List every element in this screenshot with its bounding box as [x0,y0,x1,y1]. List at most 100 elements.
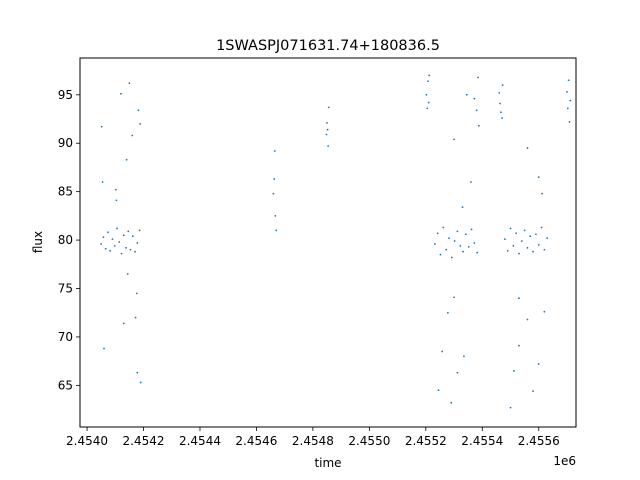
data-point [470,228,473,231]
y-tick-label: 65 [58,378,73,392]
data-point [139,381,142,384]
data-point [537,363,540,365]
data-point [477,76,479,79]
data-point [107,231,109,234]
data-point [122,322,125,325]
data-point [135,292,138,295]
data-point [428,74,431,77]
data-point [470,181,472,183]
data-point [477,124,480,127]
x-tick-label: 2.4552 [405,434,447,448]
data-point [526,318,529,321]
data-point [125,246,127,249]
data-point [128,82,131,85]
data-point [448,237,450,240]
y-tick-label: 85 [58,185,73,199]
data-point [509,227,512,230]
data-point [275,229,278,232]
data-point [273,178,276,180]
data-point [509,406,512,409]
data-point [327,106,330,109]
data-point [569,99,572,102]
data-point [499,102,501,105]
data-point [439,253,442,256]
data-point [526,246,529,249]
data-point [442,226,445,229]
data-point [501,84,504,87]
data-point [102,236,105,239]
data-point [109,249,112,252]
data-point [115,199,118,202]
data-point [104,247,107,250]
data-point [127,230,130,233]
data-point [326,121,328,124]
x-tick-label: 2.4542 [123,434,165,448]
data-point [120,252,123,255]
data-point [326,128,329,131]
data-point [467,245,470,248]
x-tick-label: 2.4556 [518,434,560,448]
data-point [450,256,453,259]
data-point [506,249,509,252]
data-point [463,355,465,358]
chart-title: 1SWASPJ071631.74+180836.5 [216,38,440,54]
data-point [523,229,526,232]
data-point [136,371,139,374]
data-point [272,192,275,195]
data-point [100,125,103,128]
x-axis-label: time [314,456,341,470]
data-point [427,101,430,104]
data-point [537,176,540,179]
data-point [543,310,546,313]
data-point [473,242,476,244]
data-point [526,147,529,149]
data-point [453,138,455,141]
data-point [465,233,467,236]
data-point [543,248,546,251]
data-point [137,109,140,112]
data-point [465,93,468,96]
y-tick-label: 95 [58,88,73,102]
data-point [500,111,502,114]
data-point [427,80,429,83]
data-point [567,79,570,82]
plot-frame [79,57,577,428]
data-point [111,238,114,241]
data-point [566,107,569,110]
data-point [445,248,448,251]
data-point [456,230,459,233]
data-point [541,192,544,195]
data-point [473,97,476,100]
data-point [134,316,137,319]
data-point [512,369,515,372]
data-point [529,235,532,238]
data-point [456,371,459,374]
y-tick-label: 70 [58,330,73,344]
x-tick-label: 2.4544 [179,434,221,448]
data-point [532,250,534,253]
data-point [325,133,328,136]
x-axis: 2.4540 2.4542 2.4544 2.4546 2.4548 2.4550 2.45… [66,427,560,448]
data-point [459,244,462,247]
y-axis: 65 70 75 80 85 90 95 [58,88,80,392]
y-tick-label: 80 [58,233,73,247]
data-point [537,244,540,246]
data-point [122,234,125,237]
data-point [501,117,503,119]
data-point [518,252,520,255]
data-point [139,122,142,125]
data-point [100,243,103,245]
data-point [129,248,132,251]
data-point [568,121,571,123]
data-point [476,251,479,254]
data-point [131,235,134,238]
data-point [131,134,134,137]
data-point [461,206,464,209]
y-axis-label: flux [31,231,45,253]
x-tick-label: 2.4554 [461,434,503,448]
data-point [498,91,501,94]
data-point [113,244,116,247]
data-point [453,240,456,242]
data-point [518,297,520,300]
